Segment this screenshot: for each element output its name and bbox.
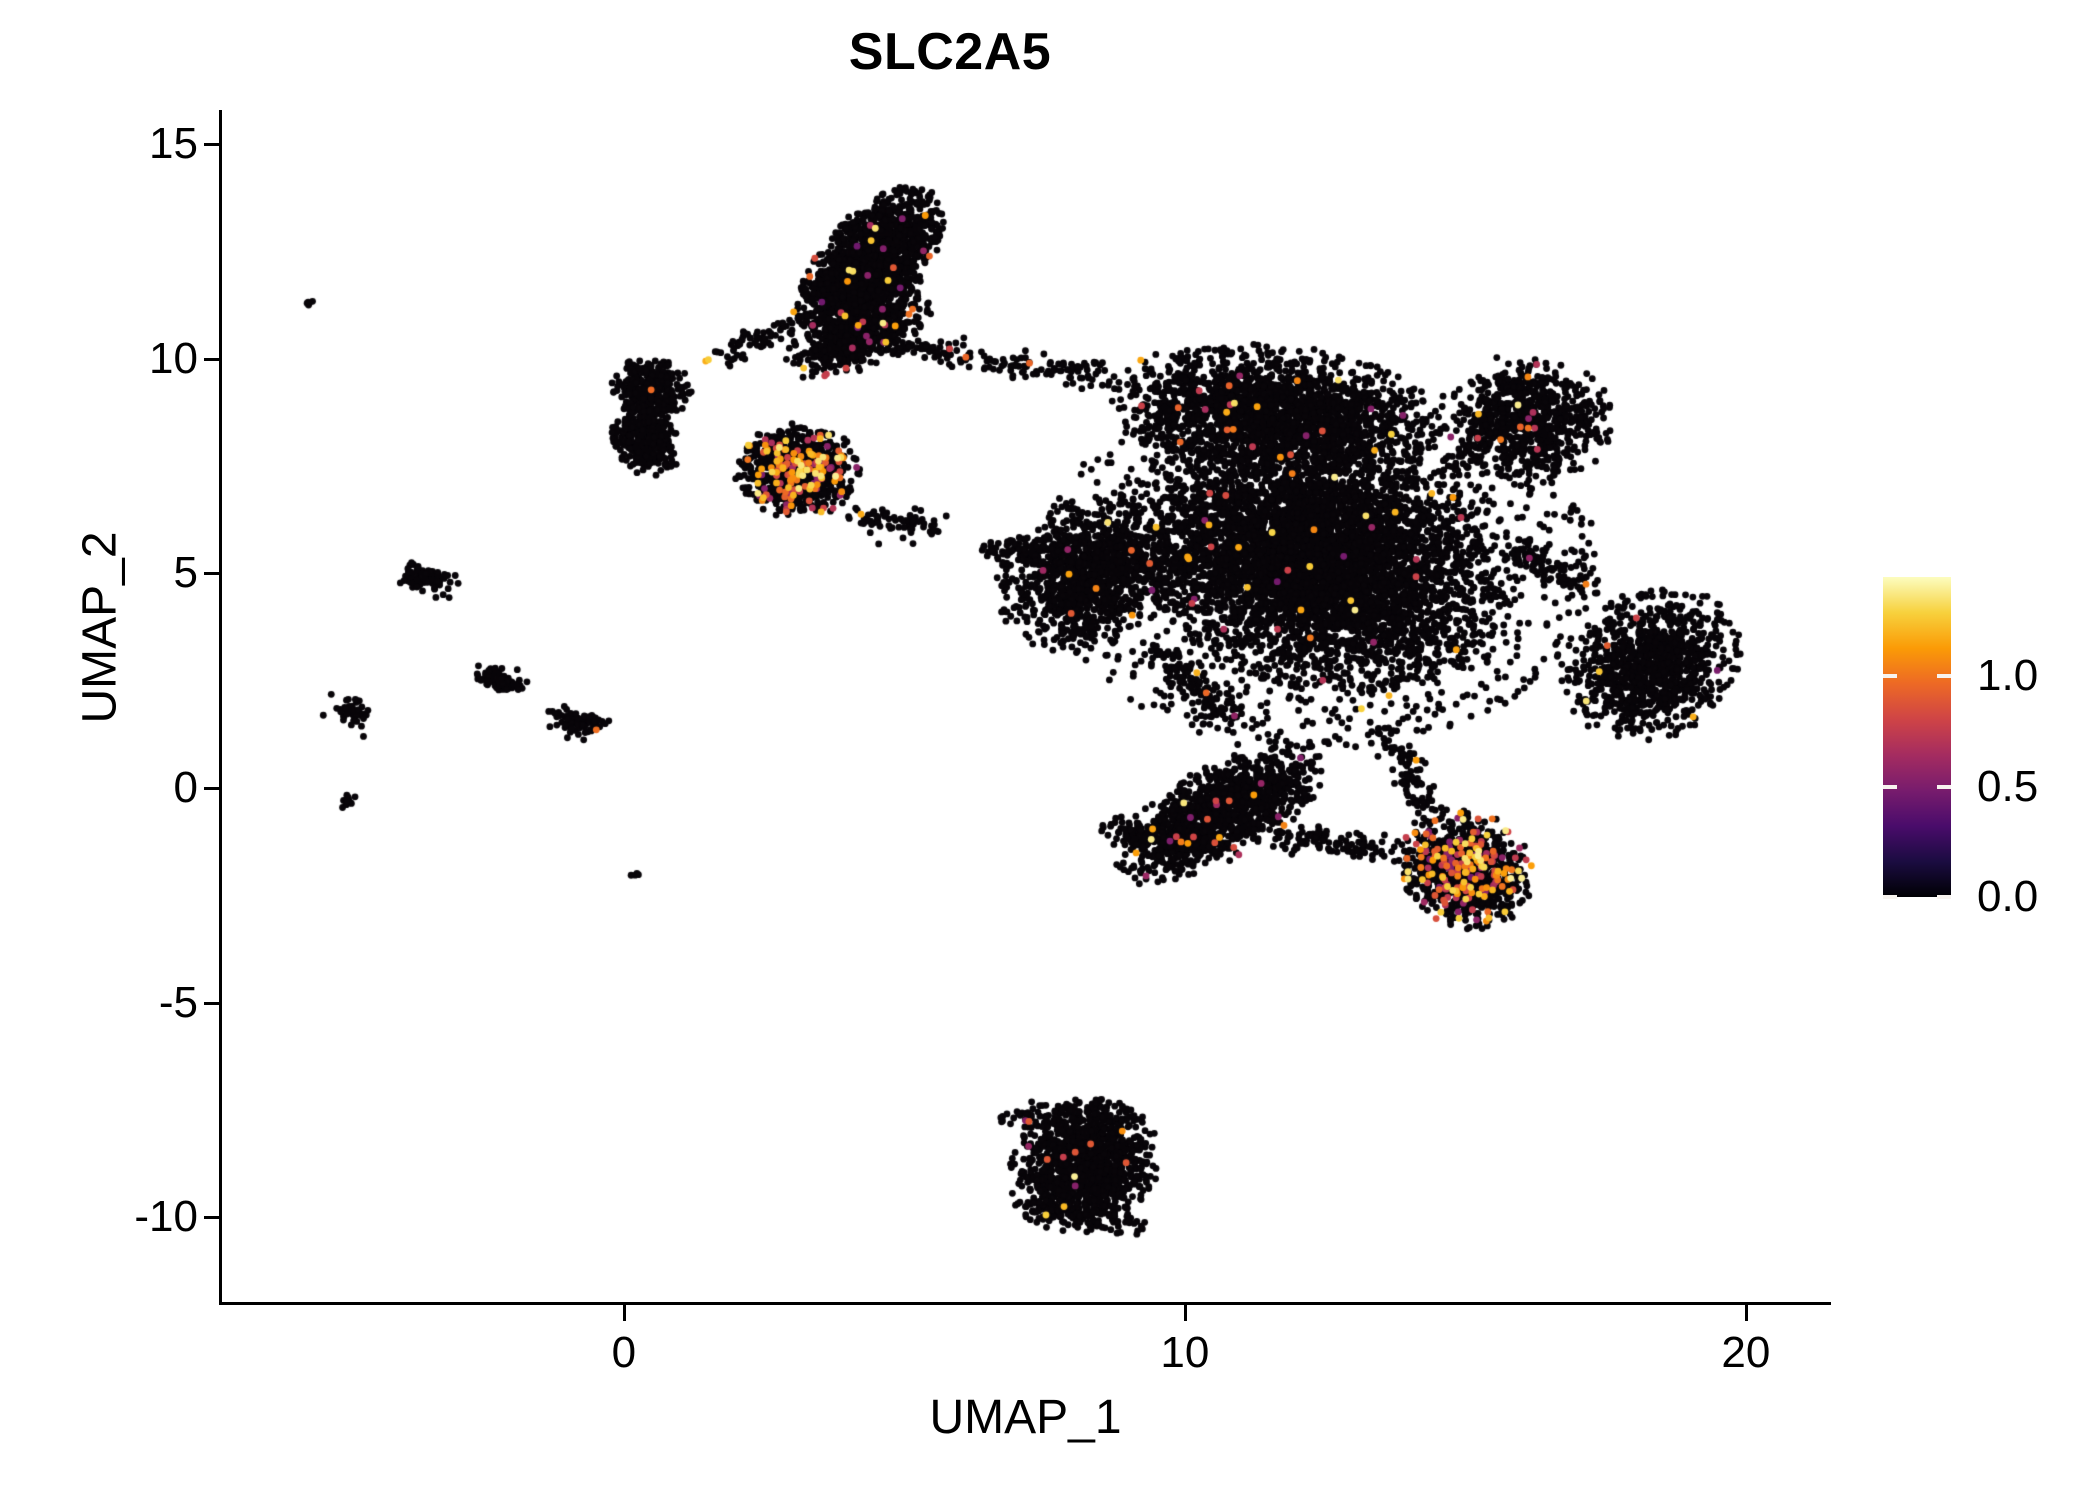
x-tick-mark <box>622 1305 626 1321</box>
colorbar-tick-mark <box>1883 784 1897 789</box>
y-tick-label: 10 <box>149 333 198 383</box>
colorbar-legend <box>1883 577 1951 897</box>
y-axis-line <box>219 110 222 1305</box>
colorbar-gradient <box>1883 577 1951 897</box>
y-tick-label: 15 <box>149 119 198 169</box>
colorbar-tick-label: 1.0 <box>1977 651 2039 701</box>
colorbar-tick-label: 0.5 <box>1977 761 2039 811</box>
plot-panel <box>220 110 1830 1303</box>
colorbar-tick-mark <box>1937 674 1951 679</box>
y-axis-title: UMAP_2 <box>73 531 127 724</box>
y-tick-mark <box>204 1001 220 1005</box>
y-tick-mark <box>204 357 220 361</box>
y-tick-mark <box>204 572 220 576</box>
colorbar-tick-label: 0.0 <box>1977 872 2039 921</box>
y-tick-label: -5 <box>158 977 198 1027</box>
y-tick-label: -10 <box>134 1192 198 1242</box>
x-tick-mark <box>1744 1305 1748 1321</box>
x-tick-label: 0 <box>611 1328 637 1377</box>
y-tick-mark <box>204 1216 220 1220</box>
colorbar-tick-mark <box>1883 895 1897 899</box>
x-tick-mark <box>1183 1305 1187 1321</box>
page-title: SLC2A5 <box>848 23 1052 81</box>
scatter-points-layer <box>220 110 1830 1303</box>
y-tick-mark <box>204 787 220 791</box>
x-tick-label: 10 <box>1160 1328 1210 1377</box>
colorbar-tick-mark <box>1937 895 1951 899</box>
x-axis-line <box>220 1302 1831 1305</box>
y-tick-label: 0 <box>173 763 198 813</box>
x-tick-label: 20 <box>1721 1328 1771 1377</box>
colorbar-tick-mark <box>1883 674 1897 679</box>
y-tick-label: 5 <box>173 548 198 598</box>
colorbar-tick-mark <box>1937 784 1951 789</box>
y-tick-mark <box>204 143 220 147</box>
x-axis-title: UMAP_1 <box>929 1391 1122 1444</box>
